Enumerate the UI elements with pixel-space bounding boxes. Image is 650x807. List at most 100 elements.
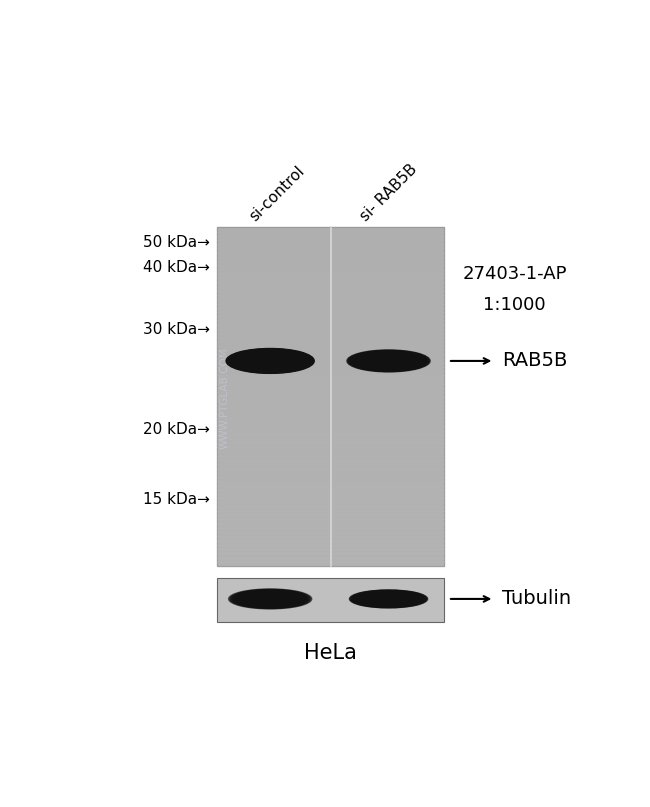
Ellipse shape bbox=[385, 360, 391, 362]
Ellipse shape bbox=[347, 350, 430, 372]
Bar bbox=[217, 537, 444, 541]
Ellipse shape bbox=[227, 349, 313, 373]
Bar bbox=[217, 435, 444, 439]
Ellipse shape bbox=[363, 593, 415, 605]
Bar bbox=[217, 422, 444, 426]
Ellipse shape bbox=[368, 355, 410, 366]
Ellipse shape bbox=[226, 349, 314, 374]
Bar bbox=[217, 549, 444, 554]
Ellipse shape bbox=[263, 597, 277, 600]
Ellipse shape bbox=[385, 598, 393, 600]
Ellipse shape bbox=[361, 592, 416, 605]
Ellipse shape bbox=[259, 596, 281, 601]
Ellipse shape bbox=[230, 589, 310, 608]
Ellipse shape bbox=[240, 592, 301, 606]
Text: Tubulin: Tubulin bbox=[502, 589, 571, 608]
Bar bbox=[217, 316, 444, 320]
Ellipse shape bbox=[255, 596, 285, 603]
Ellipse shape bbox=[378, 596, 399, 601]
Ellipse shape bbox=[376, 358, 401, 364]
Ellipse shape bbox=[381, 597, 396, 600]
Ellipse shape bbox=[265, 359, 276, 362]
Bar bbox=[217, 307, 444, 312]
Bar bbox=[217, 511, 444, 515]
Ellipse shape bbox=[244, 592, 296, 605]
Ellipse shape bbox=[369, 595, 408, 604]
Bar bbox=[217, 363, 444, 367]
Ellipse shape bbox=[257, 596, 283, 602]
Bar bbox=[217, 236, 444, 240]
Ellipse shape bbox=[255, 357, 285, 365]
Ellipse shape bbox=[242, 592, 298, 605]
Bar bbox=[217, 228, 444, 232]
Ellipse shape bbox=[262, 597, 278, 601]
Bar bbox=[217, 579, 444, 622]
Ellipse shape bbox=[233, 590, 307, 608]
Ellipse shape bbox=[357, 353, 421, 370]
Ellipse shape bbox=[369, 356, 408, 366]
Ellipse shape bbox=[244, 353, 296, 368]
Bar bbox=[217, 532, 444, 537]
Ellipse shape bbox=[367, 594, 411, 604]
Ellipse shape bbox=[237, 591, 304, 607]
Ellipse shape bbox=[231, 349, 310, 372]
Bar bbox=[217, 401, 444, 405]
Bar bbox=[217, 507, 444, 511]
Ellipse shape bbox=[356, 592, 421, 606]
Bar bbox=[217, 392, 444, 397]
Bar bbox=[217, 232, 444, 236]
Ellipse shape bbox=[239, 352, 301, 370]
Ellipse shape bbox=[350, 590, 428, 608]
Ellipse shape bbox=[250, 594, 291, 604]
Bar bbox=[217, 371, 444, 375]
Bar bbox=[217, 270, 444, 274]
Bar bbox=[217, 358, 444, 363]
Ellipse shape bbox=[235, 591, 305, 607]
Text: 20 kDa→: 20 kDa→ bbox=[143, 422, 210, 437]
Bar bbox=[217, 409, 444, 414]
Ellipse shape bbox=[251, 356, 289, 366]
Bar bbox=[217, 558, 444, 562]
Ellipse shape bbox=[380, 359, 397, 363]
Ellipse shape bbox=[242, 353, 298, 369]
Bar bbox=[217, 346, 444, 350]
Ellipse shape bbox=[382, 597, 395, 600]
Bar bbox=[217, 341, 444, 346]
Text: 15 kDa→: 15 kDa→ bbox=[143, 492, 210, 507]
Bar bbox=[217, 528, 444, 532]
Bar bbox=[217, 367, 444, 371]
Ellipse shape bbox=[377, 596, 400, 601]
Ellipse shape bbox=[239, 592, 302, 607]
Ellipse shape bbox=[383, 359, 394, 362]
Bar bbox=[217, 274, 444, 278]
Bar bbox=[217, 524, 444, 528]
Ellipse shape bbox=[252, 595, 288, 603]
Ellipse shape bbox=[267, 598, 273, 600]
Ellipse shape bbox=[245, 593, 295, 605]
Bar bbox=[217, 240, 444, 245]
Ellipse shape bbox=[351, 590, 426, 608]
Ellipse shape bbox=[266, 598, 274, 600]
Ellipse shape bbox=[376, 596, 402, 602]
Ellipse shape bbox=[354, 352, 423, 370]
Ellipse shape bbox=[354, 591, 424, 607]
Bar bbox=[217, 320, 444, 324]
Bar bbox=[217, 303, 444, 307]
Bar bbox=[217, 498, 444, 503]
Ellipse shape bbox=[234, 590, 306, 608]
Bar bbox=[217, 278, 444, 282]
Bar bbox=[217, 286, 444, 291]
Bar bbox=[217, 329, 444, 333]
Ellipse shape bbox=[233, 350, 307, 371]
Ellipse shape bbox=[372, 595, 406, 603]
Ellipse shape bbox=[364, 593, 413, 604]
Ellipse shape bbox=[246, 354, 294, 367]
Bar bbox=[217, 337, 444, 341]
Bar bbox=[217, 426, 444, 430]
Bar bbox=[217, 464, 444, 469]
Ellipse shape bbox=[248, 594, 292, 604]
Bar bbox=[217, 490, 444, 494]
Bar bbox=[217, 350, 444, 354]
Ellipse shape bbox=[363, 354, 413, 367]
Ellipse shape bbox=[263, 359, 278, 363]
